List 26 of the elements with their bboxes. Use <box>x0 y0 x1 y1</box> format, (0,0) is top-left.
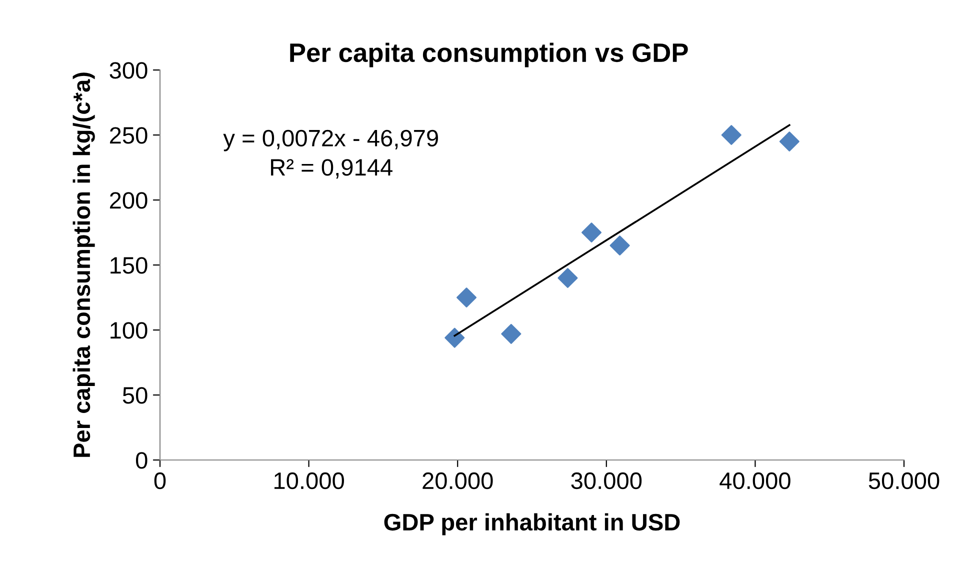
point <box>721 124 742 146</box>
point <box>779 131 800 152</box>
y-tick-label: 50 <box>122 387 148 404</box>
y-tick-label: 150 <box>110 257 148 274</box>
point <box>456 287 477 308</box>
x-tick-label: 0 <box>154 472 166 490</box>
x-tick-label: 30.000 <box>571 472 642 490</box>
x-tick-label: 10.000 <box>274 472 344 490</box>
y-tick-label: 0 <box>136 452 148 469</box>
y-axis-title: Per capita consumption in kg/(c*a) <box>72 72 95 457</box>
y-tick-label: 200 <box>110 192 148 209</box>
annotation: y = 0,0072x - 46,979 <box>223 130 438 152</box>
y-tick-label: 100 <box>110 322 148 339</box>
point <box>582 222 602 243</box>
chart-title: Per capita consumption vs GDP <box>290 42 688 68</box>
x-tick-label: 50.000 <box>868 472 940 490</box>
point <box>444 328 465 348</box>
point <box>610 235 630 256</box>
point <box>501 324 522 344</box>
y-tick-label: 300 <box>110 62 148 79</box>
annotation: R² = 0,9144 <box>271 159 392 179</box>
x-axis-title: GDP per inhabitant in USD <box>384 513 680 536</box>
y-tick-label: 250 <box>110 127 148 144</box>
x-tick-label: 20.000 <box>422 472 493 490</box>
x-tick-label: 40.000 <box>720 472 790 490</box>
point <box>558 268 578 288</box>
